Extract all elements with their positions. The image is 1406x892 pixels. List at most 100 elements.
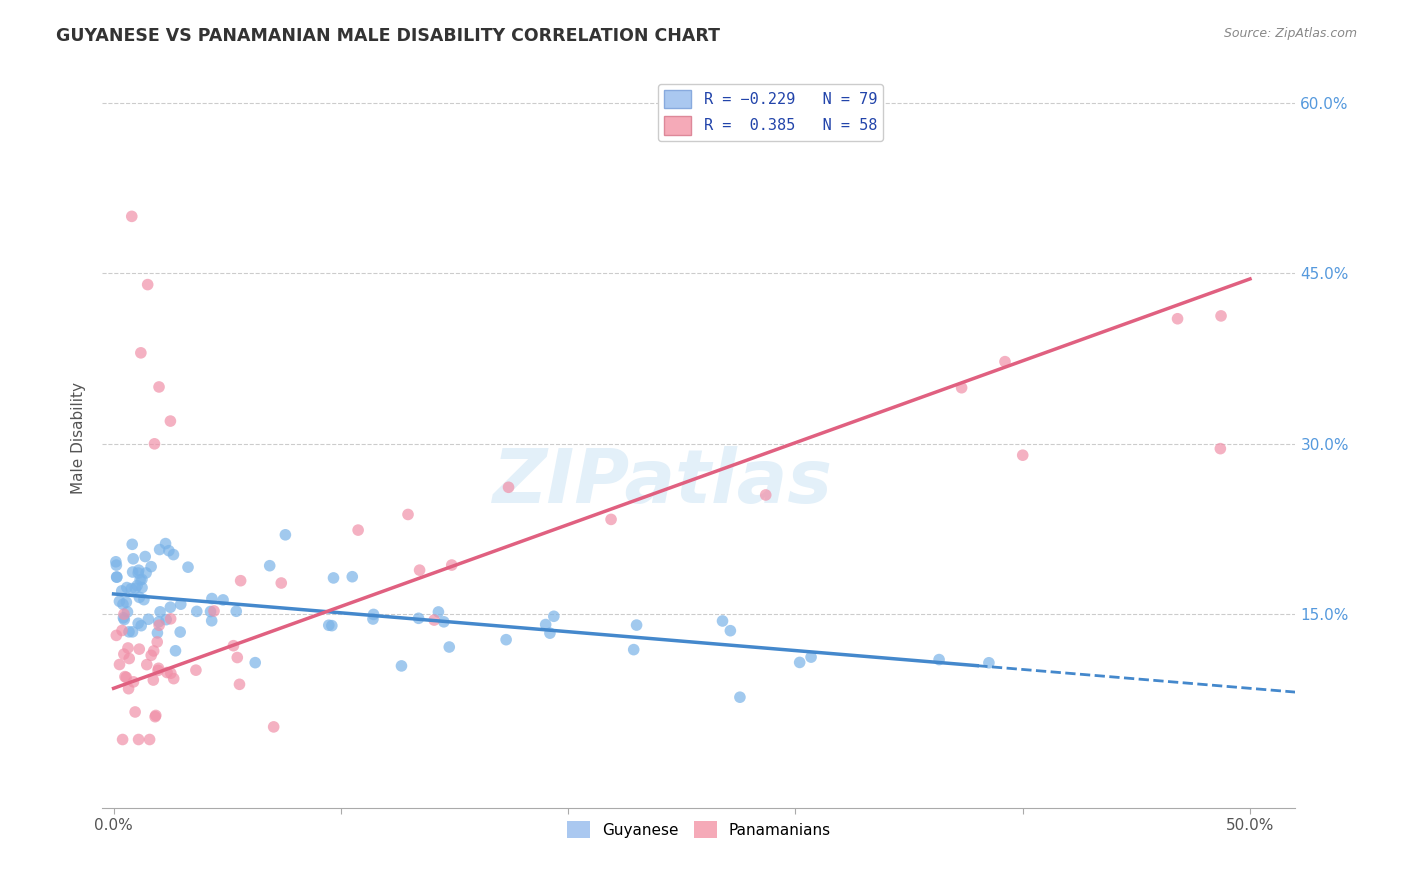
Point	[212, 593, 235, 607]
Point	[134, 549, 156, 564]
Point	[184, 663, 207, 677]
Point	[1209, 442, 1232, 456]
Point	[600, 512, 623, 526]
Point	[112, 611, 135, 625]
Point	[145, 708, 167, 723]
Point	[117, 605, 139, 619]
Point	[118, 651, 141, 665]
Point	[538, 626, 561, 640]
Point	[111, 583, 134, 598]
Point	[129, 618, 152, 632]
Point	[148, 661, 170, 675]
Point	[225, 604, 247, 618]
Point	[755, 488, 778, 502]
Point	[131, 573, 153, 587]
Point	[495, 632, 517, 647]
Point	[498, 480, 520, 494]
Point	[115, 670, 138, 684]
Point	[977, 656, 1000, 670]
Point	[165, 644, 187, 658]
Point	[1167, 311, 1189, 326]
Point	[117, 681, 139, 696]
Point	[543, 609, 565, 624]
Point	[245, 656, 267, 670]
Text: GUYANESE VS PANAMANIAN MALE DISABILITY CORRELATION CHART: GUYANESE VS PANAMANIAN MALE DISABILITY C…	[56, 27, 720, 45]
Point	[148, 615, 170, 629]
Point	[136, 277, 159, 292]
Point	[139, 559, 162, 574]
Point	[226, 650, 249, 665]
Point	[149, 605, 172, 619]
Point	[177, 560, 200, 574]
Point	[274, 528, 297, 542]
Point	[159, 600, 181, 615]
Point	[128, 732, 150, 747]
Point	[169, 625, 191, 640]
Point	[114, 670, 136, 684]
Point	[112, 647, 135, 661]
Point	[363, 607, 385, 622]
Point	[155, 536, 177, 550]
Point	[122, 551, 145, 566]
Point	[115, 581, 138, 595]
Point	[146, 664, 169, 678]
Point	[121, 624, 143, 639]
Point	[142, 644, 165, 658]
Point	[270, 576, 292, 591]
Point	[129, 573, 152, 587]
Point	[159, 612, 181, 626]
Point	[202, 604, 225, 618]
Point	[105, 628, 128, 642]
Point	[108, 657, 131, 672]
Point	[626, 618, 648, 632]
Point	[118, 624, 141, 639]
Point	[789, 656, 811, 670]
Point	[186, 604, 208, 618]
Point	[534, 617, 557, 632]
Point	[163, 672, 186, 686]
Point	[111, 732, 134, 747]
Point	[105, 570, 128, 584]
Point	[623, 642, 645, 657]
Point	[128, 642, 150, 657]
Point	[728, 690, 751, 705]
Point	[156, 665, 179, 680]
Point	[117, 640, 139, 655]
Point	[143, 709, 166, 723]
Point	[138, 732, 160, 747]
Point	[157, 543, 180, 558]
Point	[228, 677, 250, 691]
Point	[427, 605, 450, 619]
Point	[200, 605, 222, 619]
Point	[129, 346, 152, 360]
Point	[322, 571, 344, 585]
Legend: Guyanese, Panamanians: Guyanese, Panamanians	[561, 814, 837, 845]
Point	[121, 565, 143, 579]
Point	[127, 616, 149, 631]
Point	[229, 574, 252, 588]
Point	[408, 611, 430, 625]
Point	[928, 652, 950, 666]
Point	[128, 563, 150, 577]
Point	[104, 555, 127, 569]
Point	[433, 615, 456, 629]
Point	[342, 570, 364, 584]
Text: Source: ZipAtlas.com: Source: ZipAtlas.com	[1223, 27, 1357, 40]
Point	[121, 210, 143, 224]
Text: ZIPatlas: ZIPatlas	[494, 446, 832, 519]
Point	[148, 380, 170, 394]
Point	[994, 354, 1017, 368]
Point	[105, 570, 128, 584]
Point	[146, 626, 169, 640]
Point	[149, 542, 172, 557]
Point	[135, 657, 157, 672]
Point	[124, 582, 146, 596]
Point	[201, 591, 224, 606]
Point	[170, 597, 193, 611]
Point	[121, 537, 143, 551]
Point	[408, 563, 430, 577]
Point	[141, 648, 163, 663]
Point	[396, 508, 419, 522]
Point	[711, 614, 734, 628]
Point	[1011, 448, 1033, 462]
